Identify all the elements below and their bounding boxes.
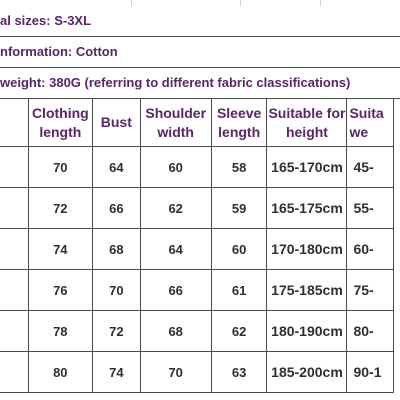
cell-sleeve-length: 62: [210, 310, 268, 352]
size-header-cell: [0, 98, 29, 147]
cell-bust: 70: [92, 269, 141, 311]
cell-shoulder-width: 70: [139, 351, 212, 393]
grid-line: [131, 0, 132, 6]
size-cell: [0, 310, 29, 352]
cell-suitable-weight: 60-: [346, 228, 394, 270]
header-clothing-length: Clothing length: [27, 98, 94, 147]
table-row: 72 66 62 59 165-175cm 55-: [0, 187, 394, 229]
table-row: 76 70 66 61 175-185cm 75-: [0, 269, 394, 311]
cell-suitable-weight: 90-1: [346, 351, 394, 393]
info-sizes: al sizes: S-3XL: [0, 6, 400, 37]
cell-clothing-length: 80: [27, 351, 94, 393]
size-cell: [0, 146, 29, 188]
cell-sleeve-length: 61: [210, 269, 268, 311]
table-row: 78 72 68 62 180-190cm 80-: [0, 310, 394, 352]
cell-shoulder-width: 62: [139, 187, 212, 229]
cell-shoulder-width: 68: [139, 310, 212, 352]
size-cell: [0, 351, 29, 393]
size-cell: [0, 228, 29, 270]
cell-suitable-height: 165-170cm: [266, 146, 348, 188]
cell-suitable-height: 175-185cm: [266, 269, 348, 311]
cell-suitable-weight: 55-: [346, 187, 394, 229]
info-weight: weight: 380G (referring to different fab…: [0, 68, 400, 99]
cell-suitable-weight: 75-: [346, 269, 394, 311]
cell-bust: 66: [92, 187, 141, 229]
cell-suitable-height: 165-175cm: [266, 187, 348, 229]
cell-clothing-length: 70: [27, 146, 94, 188]
cell-suitable-height: 185-200cm: [266, 351, 348, 393]
table-row: 70 64 60 58 165-170cm 45-: [0, 146, 394, 188]
header-suitable-height: Suitable for height: [266, 98, 348, 147]
cell-bust: 72: [92, 310, 141, 352]
cell-clothing-length: 72: [27, 187, 94, 229]
cell-bust: 68: [92, 228, 141, 270]
cell-suitable-height: 180-190cm: [266, 310, 348, 352]
cell-suitable-weight: 45-: [346, 146, 394, 188]
cell-shoulder-width: 60: [139, 146, 212, 188]
size-cell: [0, 269, 29, 311]
header-row: Clothing length Bust Shoulder width Slee…: [0, 98, 394, 147]
cell-sleeve-length: 59: [210, 187, 268, 229]
table-row: 74 68 64 60 170-180cm 60-: [0, 228, 394, 270]
cell-bust: 74: [92, 351, 141, 393]
cell-clothing-length: 74: [27, 228, 94, 270]
cell-suitable-height: 170-180cm: [266, 228, 348, 270]
cell-clothing-length: 76: [27, 269, 94, 311]
header-shoulder-width: Shoulder width: [139, 98, 212, 147]
cell-sleeve-length: 63: [210, 351, 268, 393]
grid-line: [240, 0, 241, 6]
cell-shoulder-width: 64: [139, 228, 212, 270]
cell-sleeve-length: 60: [210, 228, 268, 270]
cell-clothing-length: 78: [27, 310, 94, 352]
size-table: Clothing length Bust Shoulder width Slee…: [0, 98, 394, 393]
cell-sleeve-length: 58: [210, 146, 268, 188]
header-bust: Bust: [92, 98, 141, 147]
cell-shoulder-width: 66: [139, 269, 212, 311]
size-cell: [0, 187, 29, 229]
header-sleeve-length: Sleeve length: [210, 98, 268, 147]
table-row: 80 74 70 63 185-200cm 90-1: [0, 351, 394, 393]
cell-suitable-weight: 80-: [346, 310, 394, 352]
cell-bust: 64: [92, 146, 141, 188]
grid-line: [320, 0, 321, 6]
header-suitable-weight: Suita we: [346, 98, 394, 147]
info-material: nformation: Cotton: [0, 37, 400, 68]
